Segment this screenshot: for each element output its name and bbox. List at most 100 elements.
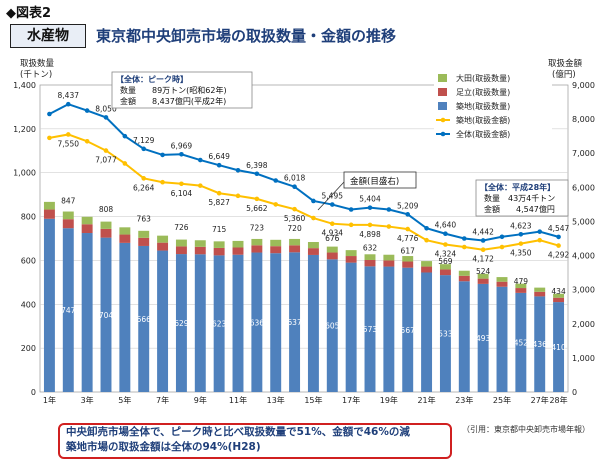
line-point xyxy=(216,162,222,168)
x-tick-label: 3年 xyxy=(81,395,94,405)
bar-大田(取扱数量) xyxy=(43,201,55,210)
line-point xyxy=(443,242,448,247)
bar-足立(取扱数量) xyxy=(43,209,55,219)
left-axis-ticks: 0 200 400 600 800 1,000 1,200 1,400 xyxy=(13,81,36,397)
total-value-label: 632 xyxy=(363,243,378,252)
line-value-label: 6,969 xyxy=(171,141,193,150)
bar-築地(取扱数量) xyxy=(307,254,319,392)
line-point xyxy=(235,167,241,173)
bar-足立(取扱数量) xyxy=(251,245,263,253)
y-right-title-2: (億円) xyxy=(552,69,576,80)
h28-annotation-qty: 数量 43万4千トン xyxy=(484,193,555,203)
bar-value-label: 533 xyxy=(438,330,453,339)
bar-大田(取扱数量) xyxy=(157,235,169,243)
right-tick-label: 8,000 xyxy=(572,115,595,124)
callout-text: 金額(目盛右) xyxy=(350,176,399,187)
line-value-label: 4,623 xyxy=(510,221,532,230)
y-left-title-1: 取扱数量 xyxy=(20,58,55,69)
line-point xyxy=(405,226,411,232)
bar-築地(取扱数量) xyxy=(326,259,338,392)
line-point xyxy=(103,148,109,153)
bar-足立(取扱数量) xyxy=(553,297,565,303)
line-point xyxy=(348,222,354,228)
x-tick-label: 13年 xyxy=(267,395,285,405)
bar-大田(取扱数量) xyxy=(345,250,357,257)
line-point xyxy=(103,115,109,120)
legend-label: 大田(取扱数量) xyxy=(456,73,510,83)
legend-swatch xyxy=(438,74,447,82)
line-value-label: 7,077 xyxy=(95,156,117,165)
summary-note: 中央卸売市場全体で、ピーク時と比べ取扱数量で51%、金額で46%の減 築地市場の… xyxy=(58,423,452,459)
right-tick-label: 0 xyxy=(572,388,577,397)
bar-大田(取扱数量) xyxy=(421,261,433,267)
line-point xyxy=(537,229,543,234)
chart-title: 東京都中央卸売市場の取扱数量・金額の推移 xyxy=(96,27,397,45)
total-value-label: 847 xyxy=(61,196,76,205)
line-point xyxy=(122,161,128,166)
line-point xyxy=(329,202,335,207)
legend-label: 全体(取扱金額) xyxy=(456,129,510,139)
line-value-label: 4,292 xyxy=(548,251,570,260)
line-value-label: 6,398 xyxy=(246,161,268,170)
total-value-label: 617 xyxy=(401,247,416,256)
legend-label: 築地(取扱数量) xyxy=(456,101,510,111)
x-tick-label: 21年 xyxy=(417,395,435,405)
bar-足立(取扱数量) xyxy=(138,237,150,246)
line-point xyxy=(367,222,373,228)
bar-足立(取扱数量) xyxy=(194,246,206,255)
bar-足立(取扱数量) xyxy=(119,234,131,243)
bar-足立(取扱数量) xyxy=(496,281,508,287)
h28-annotation-title: 【全体：平成28年】 xyxy=(480,182,555,192)
bar-築地(取扱数量) xyxy=(194,254,206,392)
right-tick-label: 6,000 xyxy=(572,183,595,192)
bar-足立(取扱数量) xyxy=(232,247,244,255)
bar-大田(取扱数量) xyxy=(364,254,376,260)
bar-足立(取扱数量) xyxy=(421,266,433,273)
bar-築地(取扱数量) xyxy=(345,262,357,392)
left-tick-label: 400 xyxy=(21,300,36,309)
line-point xyxy=(367,205,373,210)
bar-足立(取扱数量) xyxy=(175,246,187,255)
line-value-label: 4,776 xyxy=(397,234,419,243)
line-point xyxy=(405,212,411,217)
line-point xyxy=(292,184,297,190)
bar-築地(取扱数量) xyxy=(81,233,93,392)
bar-築地(取扱数量) xyxy=(402,267,414,392)
right-tick-label: 4,000 xyxy=(572,252,595,261)
y-left-title-2: (千トン) xyxy=(20,69,52,80)
line-point xyxy=(235,193,241,199)
amount-axis-callout: 金額(目盛右) xyxy=(317,171,417,211)
total-value-label: 434 xyxy=(551,287,566,296)
line-point xyxy=(348,207,354,212)
bar-築地(取扱数量) xyxy=(515,292,527,392)
bar-築地(取扱数量) xyxy=(119,242,131,392)
summary-note-line-2: 築地市場の取扱金額は全体の94%(H28) xyxy=(66,441,261,453)
peak-annotation-qty: 数量 89万トン(昭和62年) xyxy=(120,85,227,95)
line-point xyxy=(311,198,316,204)
x-tick-label: 15年 xyxy=(304,395,322,405)
bar-築地(取扱数量) xyxy=(421,272,433,392)
bar-value-label: 704 xyxy=(99,311,114,320)
bar-築地(取扱数量) xyxy=(458,281,470,392)
bar-大田(取扱数量) xyxy=(194,240,206,247)
x-tick-label: 11年 xyxy=(229,395,247,405)
bar-大田(取扱数量) xyxy=(138,230,150,238)
bar-大田(取扱数量) xyxy=(477,273,489,279)
bar-value-label: 452 xyxy=(514,338,529,347)
bar-足立(取扱数量) xyxy=(81,224,93,234)
bar-大田(取扱数量) xyxy=(100,221,112,229)
line-point xyxy=(518,232,524,237)
bar-大田(取扱数量) xyxy=(383,254,395,261)
right-tick-label: 5,000 xyxy=(572,217,595,226)
bar-value-label: 666 xyxy=(137,315,152,324)
line-point xyxy=(424,225,429,231)
right-tick-label: 3,000 xyxy=(572,286,595,295)
bar-築地(取扱数量) xyxy=(553,302,565,392)
line-point xyxy=(254,196,260,202)
bar-value-labels: 747 847 704 808 666 763 629 726 623 715 636 723 637 7… xyxy=(61,196,566,352)
line-point xyxy=(122,133,128,139)
line-point xyxy=(480,247,486,252)
x-tick-label: 25年 xyxy=(493,395,511,405)
legend-swatch xyxy=(438,88,447,96)
line-point xyxy=(311,215,316,221)
